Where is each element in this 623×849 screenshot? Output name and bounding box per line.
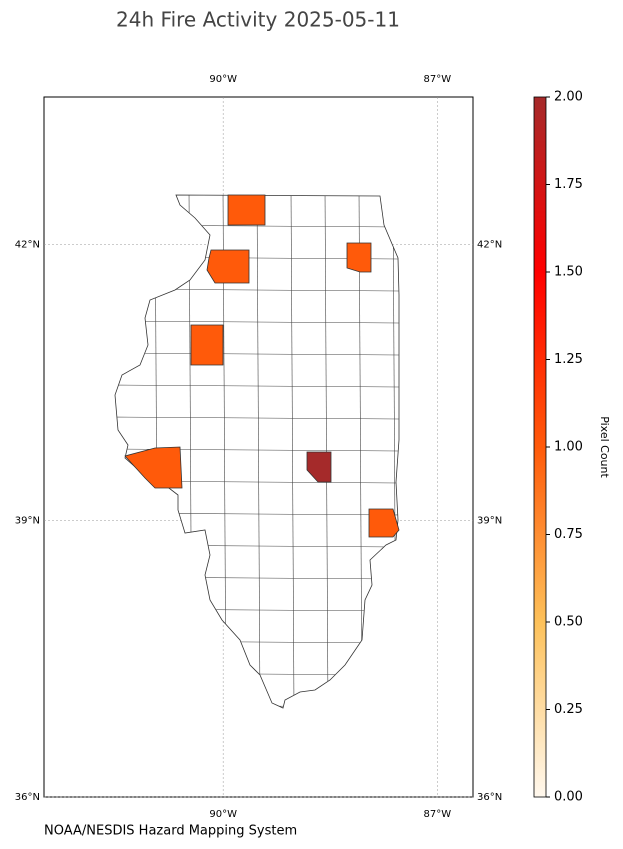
county-line: [115, 704, 399, 708]
county-line: [115, 672, 399, 676]
colorbar-tick-label: 0.00: [554, 790, 583, 805]
fire-county: [206, 249, 250, 284]
y-tick-label: 39°N: [477, 516, 502, 527]
colorbar-tick-label: 0.50: [554, 615, 583, 630]
colorbar-tick-label: 1.50: [554, 265, 583, 280]
colorbar-tick-label: 2.00: [554, 90, 583, 105]
colorbar-tick-label: 0.75: [554, 527, 583, 542]
x-tick-label: 87°W: [423, 74, 451, 85]
y-tick-label: 42°N: [15, 239, 40, 250]
y-tick-label: 36°N: [15, 792, 40, 803]
colorbar-label: Pixel Count: [598, 416, 611, 478]
colorbar: [533, 96, 547, 798]
county-line: [115, 320, 399, 324]
colorbar-tick-label: 1.75: [554, 177, 583, 192]
fire-county: [190, 324, 224, 366]
x-tick-label: 90°W: [209, 809, 237, 820]
y-tick-label: 39°N: [15, 516, 40, 527]
county-line: [115, 352, 399, 356]
fire-county: [368, 508, 400, 538]
y-tick-label: 42°N: [477, 239, 502, 250]
x-tick-label: 90°W: [209, 74, 237, 85]
x-tick-label: 87°W: [423, 809, 451, 820]
colorbar-tick-label: 0.25: [554, 702, 583, 717]
source-note: NOAA/NESDIS Hazard Mapping System: [44, 824, 297, 839]
county-line: [115, 384, 399, 388]
fire-county: [346, 242, 372, 273]
map-frame: [43, 96, 474, 798]
chart-title: 24h Fire Activity 2025-05-11: [116, 8, 400, 32]
county-line: [115, 416, 399, 420]
county-line: [324, 195, 329, 708]
colorbar-tick-label: 1.00: [554, 440, 583, 455]
fire-county: [227, 194, 266, 226]
fire-county: [306, 451, 332, 483]
y-tick-label: 36°N: [477, 792, 502, 803]
county-line: [358, 195, 363, 708]
colorbar-tick-label: 1.25: [554, 352, 583, 367]
fire-county: [124, 446, 183, 489]
